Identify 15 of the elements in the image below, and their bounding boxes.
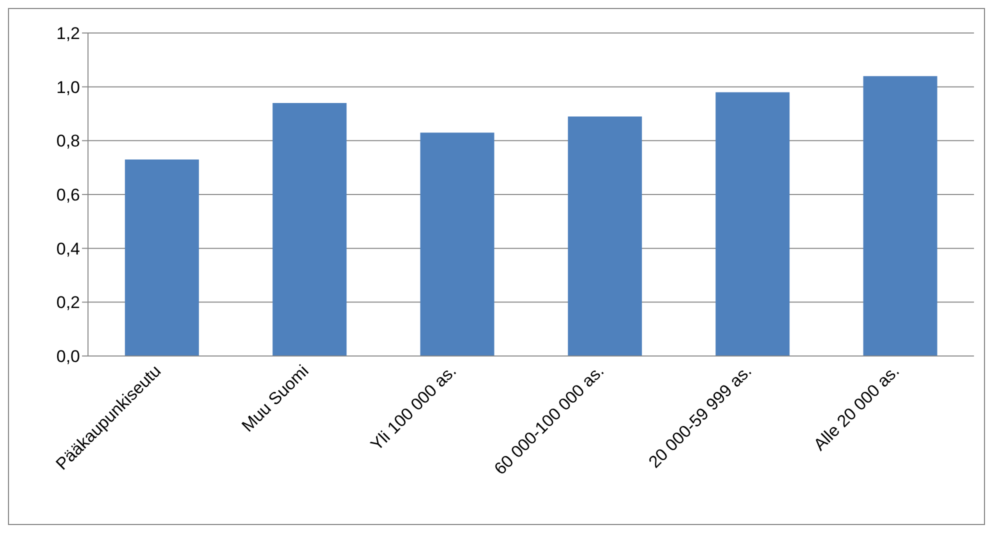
bar <box>420 132 494 356</box>
y-tick-label: 1,0 <box>56 78 80 97</box>
y-tick-label: 0,8 <box>56 132 80 151</box>
bar <box>272 102 347 356</box>
y-tick-label: 0,0 <box>56 347 80 366</box>
bar <box>716 92 790 356</box>
x-tick-label: Yli 100 000 as. <box>367 361 460 454</box>
y-tick-label: 1,2 <box>56 24 80 44</box>
y-tick-label: 0,2 <box>56 293 80 312</box>
bar <box>124 160 199 356</box>
x-tick-label: Alle 20 000 as. <box>810 361 903 454</box>
bar <box>863 76 938 356</box>
y-tick-label: 0,4 <box>56 239 80 258</box>
y-tick-label: 0,6 <box>56 186 80 205</box>
bar <box>568 116 642 356</box>
